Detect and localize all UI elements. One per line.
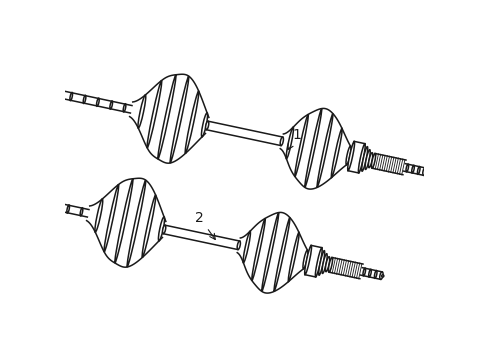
Ellipse shape [379, 272, 382, 279]
Ellipse shape [367, 153, 372, 168]
Ellipse shape [251, 219, 265, 281]
Ellipse shape [123, 104, 125, 112]
Ellipse shape [358, 144, 365, 173]
Ellipse shape [294, 114, 308, 177]
Ellipse shape [362, 268, 365, 276]
Ellipse shape [201, 113, 207, 137]
Ellipse shape [158, 217, 164, 241]
Ellipse shape [288, 233, 299, 282]
Ellipse shape [142, 195, 156, 257]
Ellipse shape [328, 257, 332, 272]
Ellipse shape [318, 251, 324, 275]
Ellipse shape [162, 225, 165, 234]
Ellipse shape [365, 150, 369, 170]
Ellipse shape [422, 168, 425, 175]
Ellipse shape [316, 113, 332, 188]
Ellipse shape [104, 185, 119, 252]
Ellipse shape [67, 205, 69, 213]
Text: 1: 1 [287, 128, 300, 150]
Ellipse shape [205, 121, 208, 130]
Ellipse shape [424, 171, 426, 173]
Ellipse shape [381, 275, 383, 277]
Ellipse shape [405, 164, 408, 172]
Ellipse shape [280, 137, 283, 145]
Ellipse shape [331, 129, 342, 177]
Ellipse shape [261, 212, 278, 292]
Ellipse shape [237, 241, 240, 249]
Ellipse shape [322, 254, 326, 274]
Ellipse shape [417, 166, 419, 174]
Ellipse shape [304, 109, 321, 188]
Ellipse shape [347, 141, 354, 171]
Ellipse shape [80, 208, 82, 216]
Ellipse shape [14, 194, 16, 202]
Ellipse shape [83, 95, 86, 103]
Ellipse shape [371, 153, 375, 168]
Ellipse shape [273, 217, 289, 292]
Ellipse shape [110, 101, 112, 109]
Ellipse shape [70, 93, 72, 101]
Ellipse shape [138, 95, 145, 128]
Ellipse shape [170, 76, 188, 163]
Ellipse shape [127, 180, 145, 267]
Ellipse shape [40, 199, 43, 207]
Ellipse shape [185, 91, 199, 153]
Ellipse shape [346, 146, 350, 165]
Text: 2: 2 [195, 211, 215, 239]
Ellipse shape [304, 246, 311, 275]
Ellipse shape [325, 257, 329, 272]
Ellipse shape [95, 199, 102, 232]
Ellipse shape [147, 81, 162, 148]
Ellipse shape [7, 193, 10, 200]
Ellipse shape [57, 90, 59, 98]
Ellipse shape [53, 202, 56, 210]
Ellipse shape [96, 98, 99, 106]
Ellipse shape [374, 270, 376, 278]
Ellipse shape [303, 250, 307, 269]
Ellipse shape [368, 269, 370, 277]
Ellipse shape [243, 231, 250, 263]
Ellipse shape [411, 165, 413, 173]
Ellipse shape [158, 75, 176, 159]
Ellipse shape [315, 248, 322, 277]
Ellipse shape [361, 147, 367, 171]
Ellipse shape [115, 179, 133, 263]
Ellipse shape [285, 127, 293, 159]
Ellipse shape [50, 89, 53, 96]
Ellipse shape [27, 197, 29, 204]
